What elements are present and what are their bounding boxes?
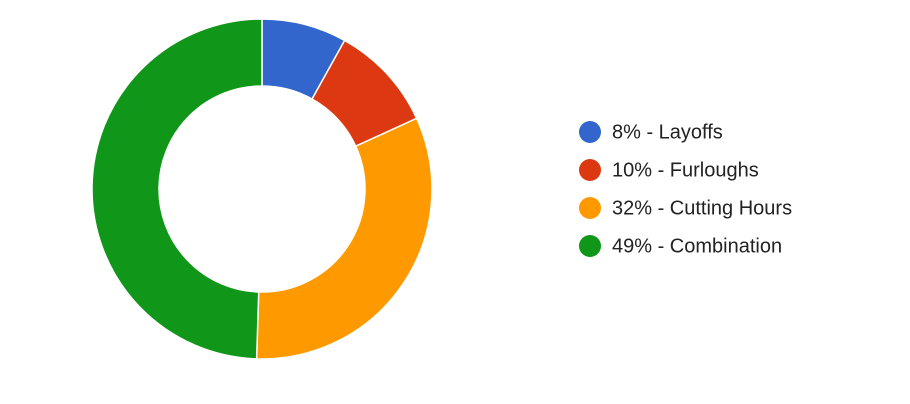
legend-label: 49% - Combination: [612, 235, 782, 257]
legend-label: 32% - Cutting Hours: [612, 197, 792, 219]
donut-slice: [91, 18, 263, 360]
legend-marker: [579, 121, 601, 143]
donut-slice: [255, 117, 433, 360]
legend-marker: [579, 197, 601, 219]
legend-marker: [579, 235, 601, 257]
legend-label: 10% - Furloughs: [612, 159, 759, 181]
legend-label: 8% - Layoffs: [612, 121, 723, 143]
legend-marker: [579, 159, 601, 181]
